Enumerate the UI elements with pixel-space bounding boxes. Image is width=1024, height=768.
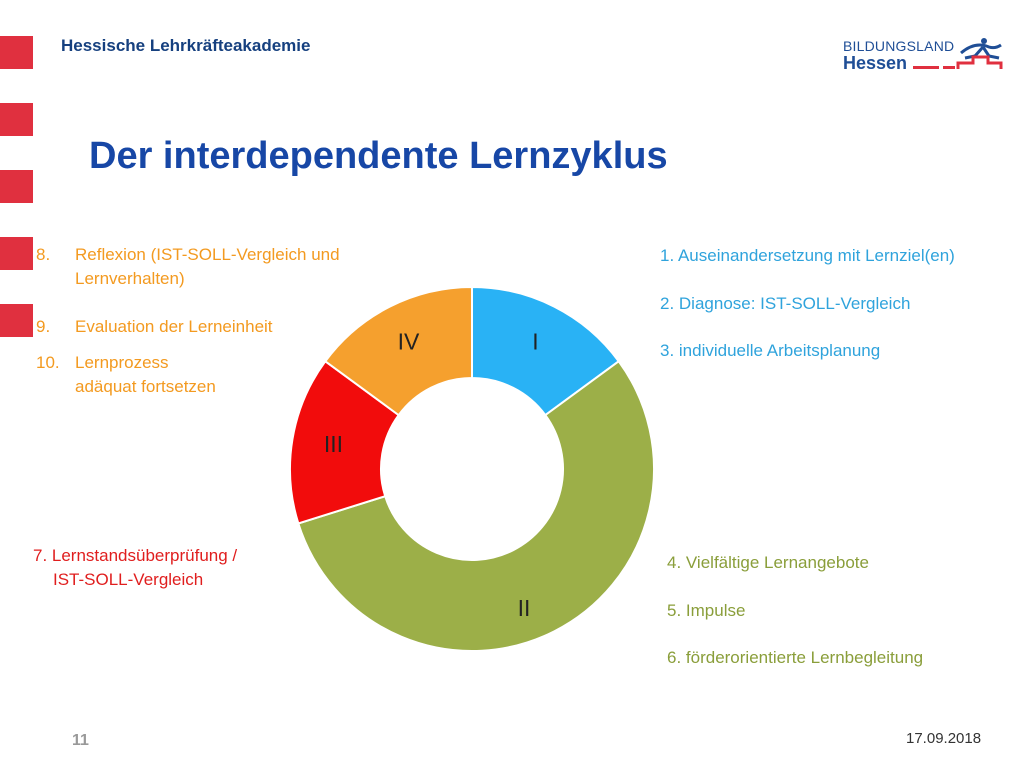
list-item: 10. Lernprozess adäquat fortsetzen [36,351,416,399]
logo-bottom-text: Hessen [843,53,908,73]
step-text: Reflexion (IST-SOLL-Vergleich und [75,245,340,264]
bildungsland-logo: BILDUNGSLAND Hessen [843,36,1005,76]
page-number: 11 [72,732,89,749]
decor-bar [0,103,33,136]
donut-slice-I [471,285,621,417]
step-text: Lernprozess [75,353,169,372]
step-number: 10. [36,353,60,372]
step-text: Evaluation der Lerneinheit [75,317,273,336]
donut-slice-III [289,359,401,525]
footer-date: 17.09.2018 [906,730,982,747]
list-item: 9. Evaluation der Lerneinheit [36,315,416,339]
list-item: 6. förderorientierte Lernbegleitung [667,648,924,667]
list-item: 4. Vielfältige Lernangebote [667,553,869,572]
page-title: Der interdependente Lernzyklus [89,135,668,177]
logo-top-text: BILDUNGSLAND [843,38,955,54]
donut-slice-IV [323,285,473,417]
org-name: Hessische Lehrkräfteakademie [61,36,311,55]
right-bottom-step-list: 4. Vielfältige Lernangebote 5. Impulse 6… [667,553,1007,696]
slice-label: IV [398,329,420,355]
slice-label: II [518,595,531,621]
left-step-list: 8. Reflexion (IST-SOLL-Vergleich und Lern… [36,243,416,399]
decor-bar [0,237,33,270]
step-number: 9. [36,317,51,336]
list-item: 8. Reflexion (IST-SOLL-Vergleich und Lern… [36,243,416,291]
step-text: IST-SOLL-Vergleich [53,570,204,589]
slice-label: III [324,431,343,457]
decor-bar [0,36,33,69]
slice-label: I [532,329,538,355]
list-item: 2. Diagnose: IST-SOLL-Vergleich [660,293,911,313]
step-text: adäquat fortsetzen [75,377,216,396]
logo-figure-icon [913,38,1003,69]
decor-bar [0,304,33,337]
list-item: 1. Auseinandersetzung mit Lernziel(en) [660,246,955,265]
list-item: 5. Impulse [667,600,746,620]
decor-bar [0,170,33,203]
step-text: Lernverhalten) [75,269,185,288]
step-seven: 7. Lernstandsüberprüfung / IST-SOLL-Verg… [33,544,237,592]
step-number: 8. [36,245,51,264]
donut-slice-II [297,359,655,652]
list-item: 3. individuelle Arbeitsplanung [660,341,881,360]
right-top-step-list: 1. Auseinandersetzung mit Lernziel(en) 2… [660,246,1020,389]
step-text: 7. Lernstandsüberprüfung / [33,546,238,565]
